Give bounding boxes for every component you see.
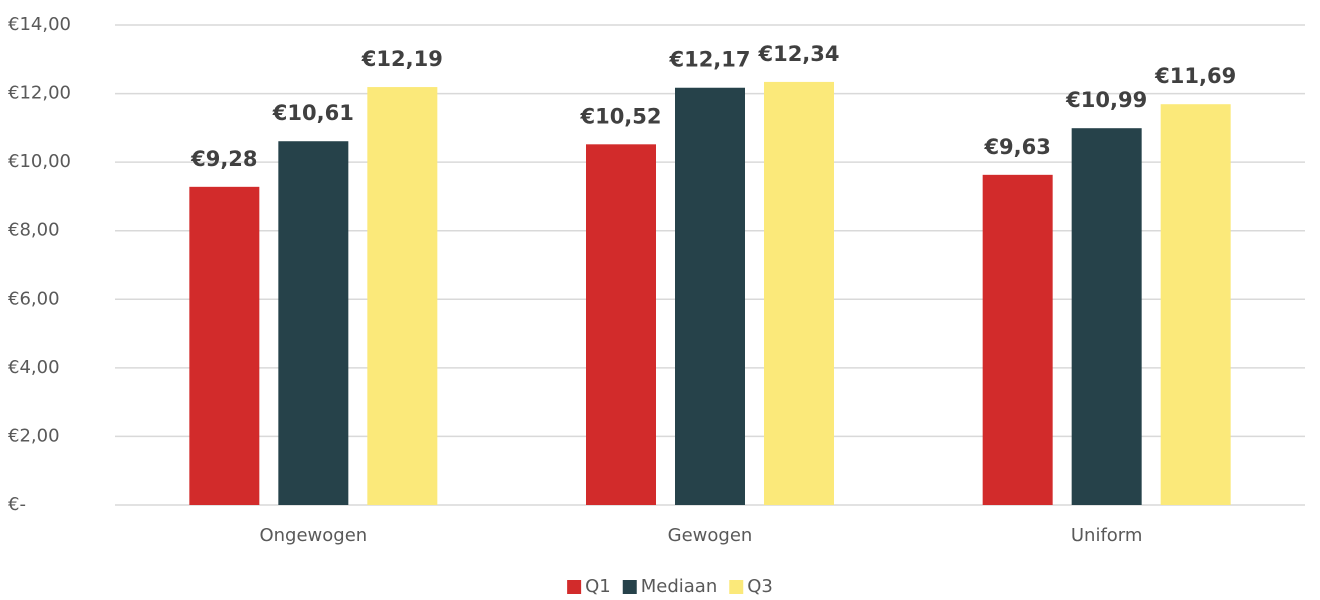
bar: [189, 186, 260, 506]
x-tick-label: Gewogen: [668, 525, 753, 546]
x-tick-label: Uniform: [1071, 525, 1143, 546]
bar: [982, 174, 1053, 506]
bar: [367, 87, 438, 506]
y-tick-label: €-: [8, 494, 26, 515]
legend-label: Q1: [585, 576, 611, 597]
bar: [1071, 128, 1142, 505]
value-label: €12,19: [361, 47, 443, 71]
legend-swatch: [567, 580, 582, 594]
x-tick-label: Ongewogen: [259, 525, 367, 546]
bar: [1160, 104, 1231, 505]
y-tick-label: €12,00: [8, 83, 71, 104]
bar: [764, 81, 834, 506]
value-label: €12,34: [757, 42, 839, 66]
y-tick-label: €14,00: [8, 14, 71, 35]
y-tick-label: €10,00: [8, 151, 71, 172]
value-label: €10,52: [579, 104, 661, 128]
y-tick-label: €4,00: [8, 357, 60, 378]
legend-label: Mediaan: [641, 576, 718, 597]
bar: [278, 141, 349, 505]
bar: [586, 144, 656, 506]
legend-label: Q3: [747, 576, 773, 597]
y-tick-label: €2,00: [8, 425, 60, 446]
y-tick-label: €8,00: [8, 220, 60, 241]
value-label: €11,69: [1154, 64, 1236, 88]
value-label: €12,17: [668, 48, 750, 72]
value-label: €9,28: [190, 147, 257, 171]
bar: [675, 87, 745, 505]
legend-swatch: [729, 580, 744, 594]
value-label: €9,63: [983, 135, 1050, 159]
legend-swatch: [622, 580, 637, 594]
value-label: €10,61: [272, 101, 354, 125]
value-label: €10,99: [1065, 88, 1147, 112]
y-tick-label: €6,00: [8, 288, 60, 309]
